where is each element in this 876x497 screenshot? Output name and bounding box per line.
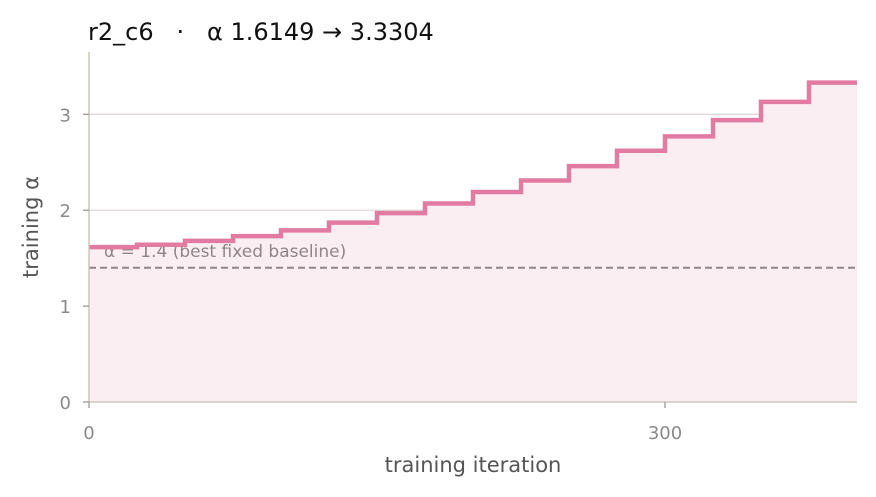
x-axis-ticks: 0 300 bbox=[83, 402, 682, 444]
y-tick-label: 2 bbox=[60, 201, 71, 222]
y-tick-label: 0 bbox=[60, 393, 71, 414]
x-tick-label: 300 bbox=[648, 423, 682, 444]
y-axis-ticks: 0 1 2 3 bbox=[60, 105, 89, 414]
y-tick-label: 3 bbox=[60, 105, 71, 126]
y-tick-label: 1 bbox=[60, 297, 71, 318]
x-axis-label: training iteration bbox=[385, 453, 562, 477]
area-fill bbox=[89, 82, 857, 402]
x-tick-label: 0 bbox=[83, 423, 94, 444]
y-axis-label: training α bbox=[19, 176, 43, 278]
series-step-line bbox=[89, 80, 857, 250]
chart-title: r2_c6 · α 1.6149 → 3.3304 bbox=[88, 18, 434, 46]
